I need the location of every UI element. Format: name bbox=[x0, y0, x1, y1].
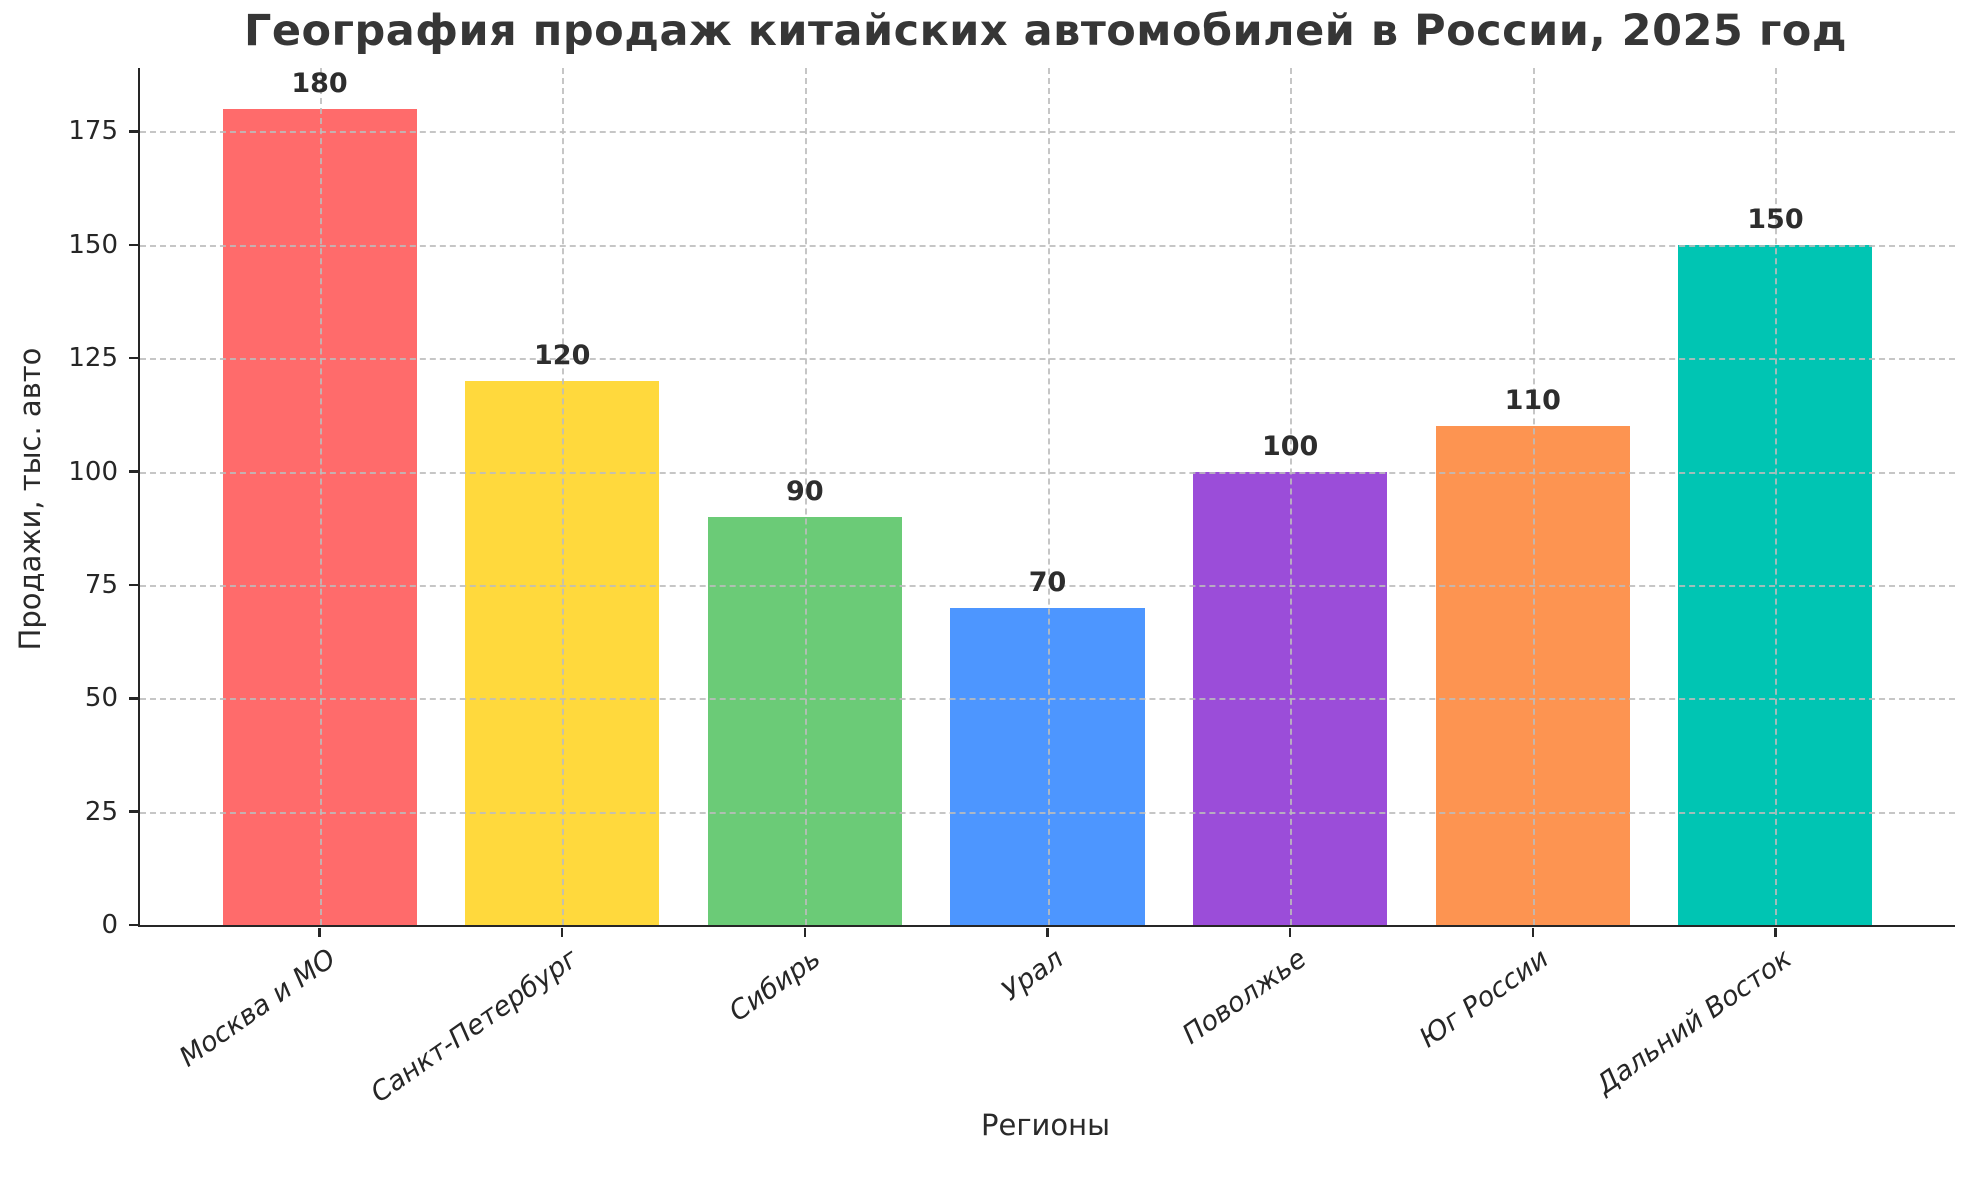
chart-title: География продаж китайских автомобилей в… bbox=[243, 6, 1848, 56]
v-gridline bbox=[804, 68, 807, 925]
x-tick-label: Сибирь bbox=[723, 943, 827, 1028]
bar bbox=[950, 607, 1145, 925]
v-gridline bbox=[562, 68, 565, 925]
y-tick-label: 0 bbox=[101, 910, 118, 940]
y-tick-label: 150 bbox=[68, 229, 118, 260]
x-tick-label: Юг России bbox=[1414, 943, 1555, 1055]
y-tick-mark bbox=[129, 130, 138, 133]
v-gridline bbox=[1532, 68, 1535, 925]
bar-value-label: 150 bbox=[1747, 203, 1804, 235]
y-tick-mark bbox=[129, 810, 138, 813]
x-tick-label: Санкт-Петербург bbox=[365, 943, 584, 1110]
bar-value-label: 180 bbox=[291, 67, 348, 99]
bar-value-label: 110 bbox=[1504, 385, 1561, 417]
bar-value-label: 120 bbox=[534, 339, 591, 371]
x-axis-label: Регионы bbox=[980, 1108, 1110, 1142]
x-tick-label: Поволжье bbox=[1176, 943, 1312, 1051]
x-tick-mark bbox=[318, 928, 321, 937]
y-tick-label: 175 bbox=[68, 116, 118, 147]
bar-value-label: 90 bbox=[786, 475, 824, 507]
y-tick-label: 50 bbox=[84, 683, 118, 714]
bar-value-label: 70 bbox=[1028, 566, 1067, 598]
y-tick-mark bbox=[129, 356, 138, 360]
y-tick-mark bbox=[129, 243, 138, 247]
y-tick-label: 75 bbox=[84, 569, 118, 600]
v-gridline bbox=[1047, 68, 1050, 925]
y-tick-label: 25 bbox=[84, 796, 118, 827]
v-gridline bbox=[319, 68, 322, 925]
x-tick-label: Москва и МО bbox=[173, 943, 342, 1074]
x-tick-mark bbox=[560, 928, 564, 937]
y-tick-label: 100 bbox=[68, 456, 118, 487]
y-tick-label: 125 bbox=[68, 343, 118, 374]
v-gridline bbox=[1775, 68, 1778, 925]
v-gridline bbox=[1290, 68, 1293, 925]
y-axis-label: Продажи, тыс. авто bbox=[13, 347, 47, 651]
x-tick-mark bbox=[803, 928, 807, 937]
x-tick-mark bbox=[1531, 928, 1535, 937]
y-tick-mark bbox=[129, 470, 138, 473]
plot-area: 0 25 50 75 100 125 150 175 180 Москва и МО 120 Санк… bbox=[68, 67, 1955, 1109]
x-tick-label: Дальний Восток bbox=[1590, 943, 1798, 1101]
y-tick-mark bbox=[129, 697, 138, 700]
x-tick-label: Урал bbox=[996, 943, 1070, 1008]
x-tick-mark bbox=[1288, 928, 1292, 937]
y-tick-mark bbox=[129, 583, 138, 587]
bar-value-label: 100 bbox=[1261, 430, 1319, 462]
y-tick-mark bbox=[129, 923, 138, 927]
x-tick-mark bbox=[1774, 928, 1777, 937]
x-tick-mark bbox=[1046, 928, 1049, 937]
